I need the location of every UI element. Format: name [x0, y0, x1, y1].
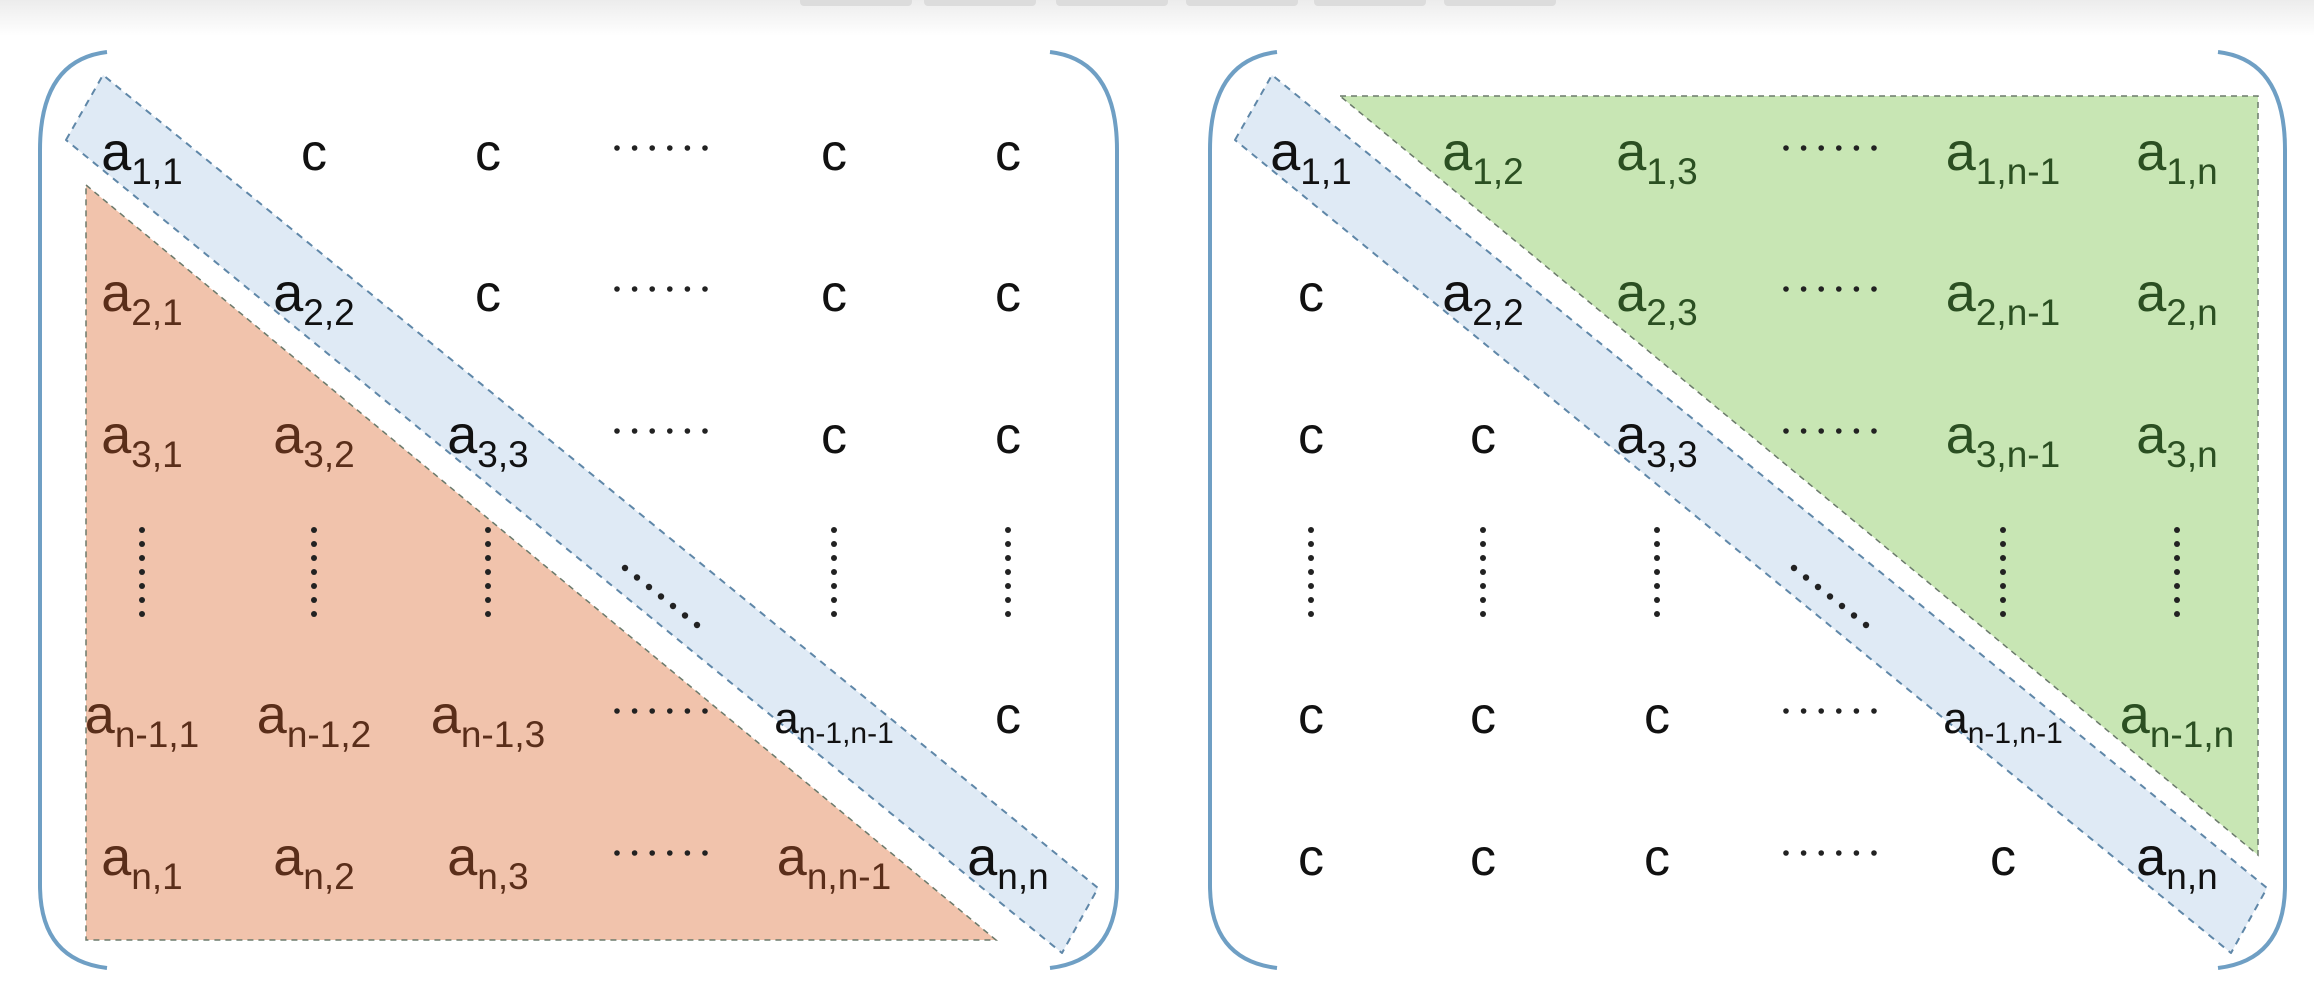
horizontal-ellipsis [1783, 708, 1877, 714]
upper-triangular-matrix: a1,1 a1,2 a1,3 a1,n-1 a1,n c a2,2 a2,3 a2,n-1 a2,… [1208, 50, 2287, 970]
vertical-ellipsis [1005, 527, 1011, 617]
matrix-element: a1,3 [1616, 122, 1697, 192]
matrix-element: an,1 [101, 827, 182, 897]
constant-c: c [821, 265, 847, 323]
diagonal-band [65, 74, 1099, 954]
matrix-element: a2,2 [273, 263, 354, 333]
left-bracket [38, 50, 108, 970]
matrix-element: an-1,1 [85, 685, 199, 755]
top-toolbar-strip [0, 0, 2314, 36]
constant-c: c [1644, 687, 1670, 745]
constant-c: c [1470, 829, 1496, 887]
constant-c: c [995, 265, 1021, 323]
constant-c: c [475, 124, 501, 182]
constant-c: c [1990, 829, 2016, 887]
constant-c: c [1298, 829, 1324, 887]
matrix-element: a2,n [2136, 263, 2217, 333]
matrix-element: an,3 [447, 827, 528, 897]
matrix-element: a3,3 [447, 405, 528, 475]
matrix-element: a2,1 [101, 263, 182, 333]
constant-c: c [1298, 265, 1324, 323]
matrix-element: an,2 [273, 827, 354, 897]
vertical-ellipsis [1308, 527, 1314, 617]
toolbar-tab[interactable] [1314, 0, 1426, 6]
horizontal-ellipsis [614, 850, 708, 856]
constant-c: c [301, 124, 327, 182]
vertical-ellipsis [1654, 527, 1660, 617]
constant-c: c [475, 265, 501, 323]
constant-c: c [995, 407, 1021, 465]
matrix-element: a3,1 [101, 405, 182, 475]
lower-triangular-matrix: a1,1 c c c c a2,1 a2,2 c c c a3,1 a3,2 a3,3 c c an-1,1 a… [38, 50, 1119, 970]
constant-c: c [1644, 829, 1670, 887]
matrix-element: a1,1 [1270, 122, 1351, 192]
horizontal-ellipsis [1783, 145, 1877, 151]
matrix-element: an,n [967, 827, 1048, 897]
diagonal-ellipsis [1790, 564, 1870, 629]
matrix-element: a1,1 [101, 122, 182, 192]
matrix-element: an,n [2136, 827, 2217, 897]
matrix-element: a1,n-1 [1946, 122, 2060, 192]
matrix-element: a3,3 [1616, 405, 1697, 475]
toolbar-tab[interactable] [1444, 0, 1556, 6]
vertical-ellipsis [485, 527, 491, 617]
upper-triangle-region [1337, 95, 2259, 857]
toolbar-tab[interactable] [800, 0, 912, 6]
horizontal-ellipsis [614, 145, 708, 151]
matrix-element: a2,3 [1616, 263, 1697, 333]
toolbar-tab[interactable] [1056, 0, 1168, 6]
vertical-ellipsis [139, 527, 145, 617]
matrix-element: a2,n-1 [1946, 263, 2060, 333]
vertical-ellipsis [831, 527, 837, 617]
right-bracket [2217, 50, 2287, 970]
diagonal-ellipsis [621, 564, 701, 629]
horizontal-ellipsis [1783, 850, 1877, 856]
matrix-element: an-1,n-1 [1943, 694, 2063, 750]
horizontal-ellipsis [614, 428, 708, 434]
constant-c: c [821, 124, 847, 182]
diagonal-band [1234, 74, 2268, 954]
horizontal-ellipsis [1783, 286, 1877, 292]
matrix-element: a1,2 [1442, 122, 1523, 192]
right-bracket [1049, 50, 1119, 970]
matrix-element: a3,n-1 [1946, 405, 2060, 475]
lower-triangle-region [85, 183, 999, 941]
constant-c: c [1470, 407, 1496, 465]
constant-c: c [821, 407, 847, 465]
left-bracket [1208, 50, 1278, 970]
constant-c: c [1470, 687, 1496, 745]
vertical-ellipsis [311, 527, 317, 617]
matrix-element: a2,2 [1442, 263, 1523, 333]
matrix-element: a1,n [2136, 122, 2217, 192]
toolbar-tab[interactable] [1186, 0, 1298, 6]
matrix-element: a3,2 [273, 405, 354, 475]
horizontal-ellipsis [614, 286, 708, 292]
constant-c: c [995, 124, 1021, 182]
matrix-element: an-1,2 [257, 685, 371, 755]
constant-c: c [1298, 407, 1324, 465]
matrix-element: an-1,n [2120, 685, 2234, 755]
matrix-element: an-1,3 [431, 685, 545, 755]
matrix-element: a3,n [2136, 405, 2217, 475]
vertical-ellipsis [2000, 527, 2006, 617]
constant-c: c [1298, 687, 1324, 745]
toolbar-tab[interactable] [924, 0, 1036, 6]
horizontal-ellipsis [1783, 428, 1877, 434]
horizontal-ellipsis [614, 708, 708, 714]
vertical-ellipsis [2174, 527, 2180, 617]
constant-c: c [995, 687, 1021, 745]
matrix-element: an-1,n-1 [774, 694, 894, 750]
matrix-element: an,n-1 [777, 827, 891, 897]
vertical-ellipsis [1480, 527, 1486, 617]
